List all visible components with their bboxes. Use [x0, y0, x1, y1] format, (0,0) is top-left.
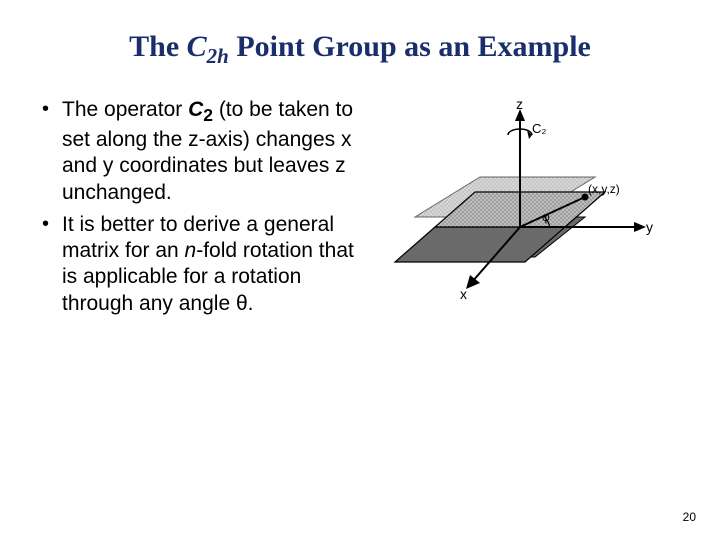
- title-group-symbol: C: [187, 30, 207, 63]
- title-prefix: The: [129, 30, 187, 63]
- bullet-item: It is better to derive a general matrix …: [40, 212, 370, 317]
- bullet-item: The operator C2 (to be taken to set alon…: [40, 97, 370, 206]
- slide-title: The C2h Point Group as an Example: [40, 30, 680, 69]
- diagram-svg: z C₂ y x (x,y,z) φ: [380, 97, 660, 307]
- bullet-list: The operator C2 (to be taken to set alon…: [40, 97, 370, 323]
- variable-n: n: [185, 239, 197, 262]
- angle-label: φ: [542, 210, 550, 224]
- axis-label-z: z: [516, 97, 523, 112]
- coordinate-diagram: z C₂ y x (x,y,z) φ: [380, 97, 680, 307]
- content-row: The operator C2 (to be taken to set alon…: [40, 97, 680, 323]
- title-group-subscript: 2h: [207, 44, 229, 68]
- operator-symbol: C: [188, 98, 203, 121]
- axis-label-y: y: [646, 219, 653, 235]
- page-number: 20: [683, 510, 696, 524]
- title-suffix: Point Group as an Example: [229, 30, 591, 63]
- slide-container: The C2h Point Group as an Example The op…: [0, 0, 720, 540]
- axis-label-x: x: [460, 286, 467, 302]
- operator-subscript: 2: [203, 105, 213, 125]
- bullet-text: The operator: [62, 98, 188, 121]
- rotation-label: C₂: [532, 121, 546, 136]
- point-label: (x,y,z): [588, 182, 620, 196]
